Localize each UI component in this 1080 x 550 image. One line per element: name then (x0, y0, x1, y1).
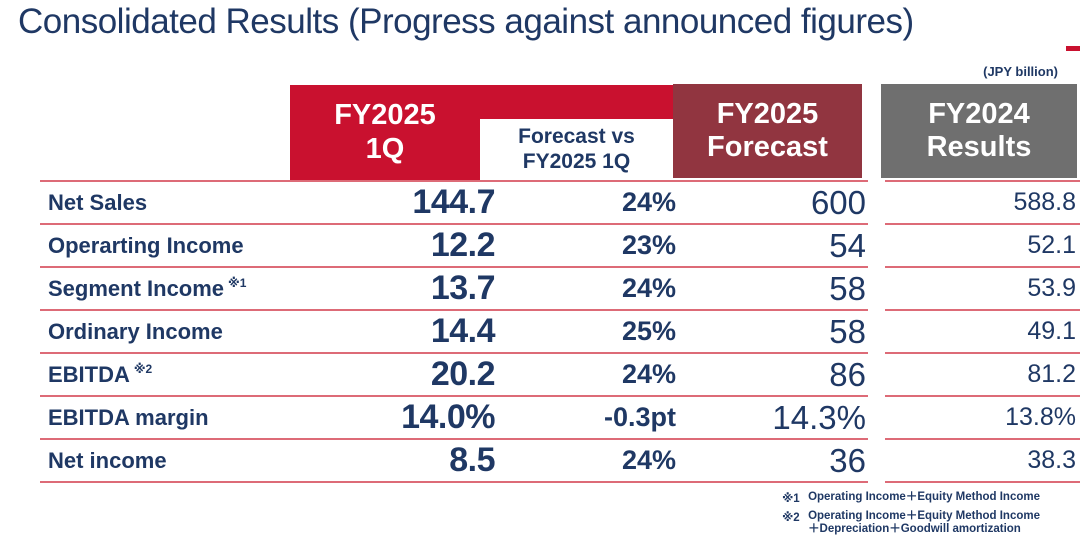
cell-fy2025-forecast: 36 (829, 441, 866, 479)
cell-fy2025-forecast: 58 (829, 312, 866, 350)
table-row-ebitda-py: 81.2 (885, 354, 1080, 397)
row-label-text: Operarting Income (48, 232, 244, 258)
col-header-fy2024-results-line2: Results (926, 131, 1032, 163)
footnote-2: ※2 Operating Income＋Equity Method Income… (782, 510, 1040, 536)
table-row-ordinary-income: Ordinary Income 14.4 25% 58 (40, 311, 868, 354)
cell-forecast-vs: 24% (621, 187, 676, 217)
cell-fy2025-forecast: 600 (810, 183, 866, 221)
table-row-ordinary-income-py: 49.1 (885, 311, 1080, 354)
col-header-fy2025-forecast: FY2025 Forecast (673, 84, 862, 178)
table-row-ebitda: EBITDA ※2 20.2 24% 86 (40, 354, 868, 397)
row-label: Segment Income ※1 (40, 276, 298, 302)
row-label: Net income (40, 448, 298, 474)
cell-forecast-vs: 23% (621, 230, 676, 260)
results-table-fy2024: 588.8 52.1 53.9 49.1 81.2 13.8% 38.3 (885, 180, 1080, 483)
cell-fy2025-1q: 20.2 (430, 355, 496, 393)
cell-fy2024: 53.9 (1027, 274, 1076, 302)
cell-forecast-vs: 24% (621, 359, 676, 389)
table-row-operating-income: Operarting Income 12.2 23% 54 (40, 225, 868, 268)
cell-forecast-vs: -0.3pt (603, 402, 676, 432)
table-row-operating-income-py: 52.1 (885, 225, 1080, 268)
col-header-fy2025-1q: FY2025 1Q (290, 85, 480, 180)
cell-fy2025-1q: 14.4 (430, 312, 496, 350)
header-block-fy2025: FY2025 1Q Forecast vs FY2025 1Q (290, 85, 673, 180)
footnote-2-line2: ＋Depreciation＋Goodwill amortization (808, 523, 1021, 536)
page-title: Consolidated Results (Progress against a… (18, 2, 914, 41)
cell-fy2024: 13.8% (1005, 403, 1076, 431)
col-header-fy2025-1q-line2: 1Q (365, 132, 405, 165)
footnote-1-text: Operating Income＋Equity Method Income (808, 491, 1040, 503)
footnote-1-mark: ※1 (782, 493, 800, 505)
col-header-fy2024-results: FY2024 Results (881, 84, 1077, 178)
row-label: Operarting Income (40, 233, 298, 259)
footnote-2-line1: Operating Income＋Equity Method Income (808, 510, 1040, 522)
row-label-text: EBITDA margin (48, 404, 209, 430)
row-label-sup: ※1 (228, 276, 247, 291)
table-row-segment-income-py: 53.9 (885, 268, 1080, 311)
cell-fy2025-forecast: 14.3% (772, 398, 866, 436)
row-label: Net Sales (40, 190, 298, 216)
col-header-forecast-vs-line2: FY2025 1Q (522, 149, 631, 173)
cell-fy2024: 588.8 (1013, 188, 1076, 216)
table-row-ebitda-margin: EBITDA margin 14.0% -0.3pt 14.3% (40, 397, 868, 440)
row-label-text: Net income (48, 447, 167, 473)
cell-fy2024: 81.2 (1027, 360, 1076, 388)
row-label-text: Segment Income (48, 275, 225, 301)
row-label-sup: ※2 (133, 362, 153, 377)
cell-forecast-vs: 24% (621, 445, 676, 475)
cell-fy2025-forecast: 86 (829, 355, 866, 393)
col-header-fy2025-forecast-line2: Forecast (707, 131, 828, 163)
table-row-ebitda-margin-py: 13.8% (885, 397, 1080, 440)
cell-forecast-vs: 25% (621, 316, 676, 346)
col-header-fy2024-results-line1: FY2024 (928, 97, 1030, 130)
col-header-forecast-vs-1q: Forecast vs FY2025 1Q (480, 119, 673, 180)
table-row-net-income: Net income 8.5 24% 36 (40, 440, 868, 483)
col-header-forecast-vs-line1: Forecast vs (518, 125, 635, 149)
cell-fy2025-forecast: 58 (829, 269, 866, 307)
row-label-text: EBITDA (48, 361, 130, 387)
cell-fy2024: 38.3 (1027, 446, 1076, 474)
cell-fy2024: 49.1 (1027, 317, 1076, 345)
row-label-text: Ordinary Income (48, 318, 223, 344)
row-label: EBITDA margin (40, 405, 298, 431)
table-row-net-sales: Net Sales 144.7 24% 600 (40, 182, 868, 225)
table-row-net-income-py: 38.3 (885, 440, 1080, 483)
table-row-segment-income: Segment Income ※1 13.7 24% 58 (40, 268, 868, 311)
cell-fy2025-1q: 13.7 (430, 269, 496, 307)
cell-fy2025-1q: 144.7 (412, 183, 495, 221)
title-accent-dash (1066, 46, 1080, 51)
col-header-fy2025-1q-line1: FY2025 (334, 99, 436, 132)
cell-forecast-vs: 24% (621, 273, 676, 303)
footnote-2-text: Operating Income＋Equity Method Income ＋D… (808, 510, 1040, 536)
row-label: Ordinary Income (40, 319, 298, 345)
cell-fy2025-1q: 8.5 (449, 441, 495, 479)
cell-fy2024: 52.1 (1027, 231, 1076, 259)
cell-fy2025-1q: 14.0% (401, 398, 495, 436)
footnotes: ※1 Operating Income＋Equity Method Income… (782, 491, 1040, 541)
col-header-fy2025-forecast-line1: FY2025 (716, 97, 819, 130)
row-label: EBITDA ※2 (40, 362, 298, 388)
cell-fy2025-forecast: 54 (829, 226, 866, 264)
table-row-net-sales-py: 588.8 (885, 182, 1080, 225)
results-table-main: Net Sales 144.7 24% 600 Operarting Incom… (40, 180, 868, 483)
footnote-1: ※1 Operating Income＋Equity Method Income (782, 491, 1040, 505)
footnote-2-mark: ※2 (782, 512, 800, 524)
unit-note: (JPY billion) (983, 64, 1058, 79)
cell-fy2025-1q: 12.2 (430, 226, 496, 264)
row-label-text: Net Sales (48, 189, 148, 215)
